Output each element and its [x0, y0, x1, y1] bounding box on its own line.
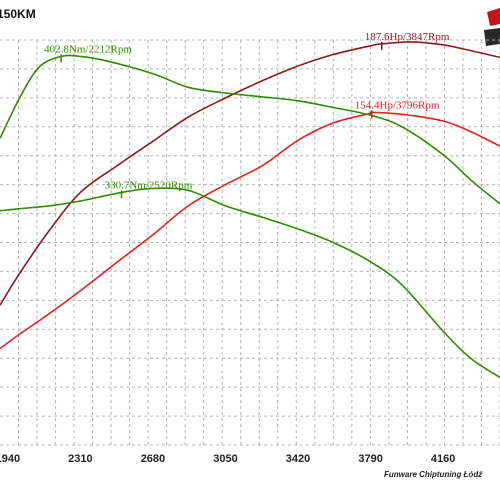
- curve-2: [0, 54, 500, 205]
- logo: [484, 8, 500, 46]
- curve-3: [0, 187, 500, 379]
- x-tick-label: 3420: [286, 453, 310, 465]
- x-tick-label: 2310: [68, 453, 92, 465]
- x-tick-label: 3790: [358, 453, 382, 465]
- logo-mark-dark: [484, 28, 500, 46]
- x-tick-label: 3050: [213, 453, 237, 465]
- x-axis-ticks: 1940 2310 2680 3050 3420 3790 4160: [0, 453, 455, 465]
- curve-1: [0, 111, 500, 350]
- peak-label: 402.8Nm/2212Rpm: [44, 43, 132, 55]
- x-tick-label: 1940: [0, 453, 20, 465]
- x-tick-label: 2680: [141, 453, 165, 465]
- peak-label: 330.7Nm/2520Rpm: [105, 179, 193, 191]
- chart-title: 150KM: [0, 7, 36, 21]
- peak-label: 187.6Hp/3847Rpm: [365, 31, 450, 43]
- curve-0: [0, 41, 500, 306]
- curves: [0, 41, 500, 379]
- annotations: 187.6Hp/3847Rpm 154.4Hp/3796Rpm 402.8Nm/22…: [44, 31, 450, 199]
- peak-label: 154.4Hp/3796Rpm: [355, 99, 440, 111]
- footer-text: Funware Chiptuning Łódź: [384, 470, 483, 479]
- logo-mark: [487, 8, 500, 26]
- x-tick-label: 4160: [431, 453, 455, 465]
- grid: [0, 39, 500, 446]
